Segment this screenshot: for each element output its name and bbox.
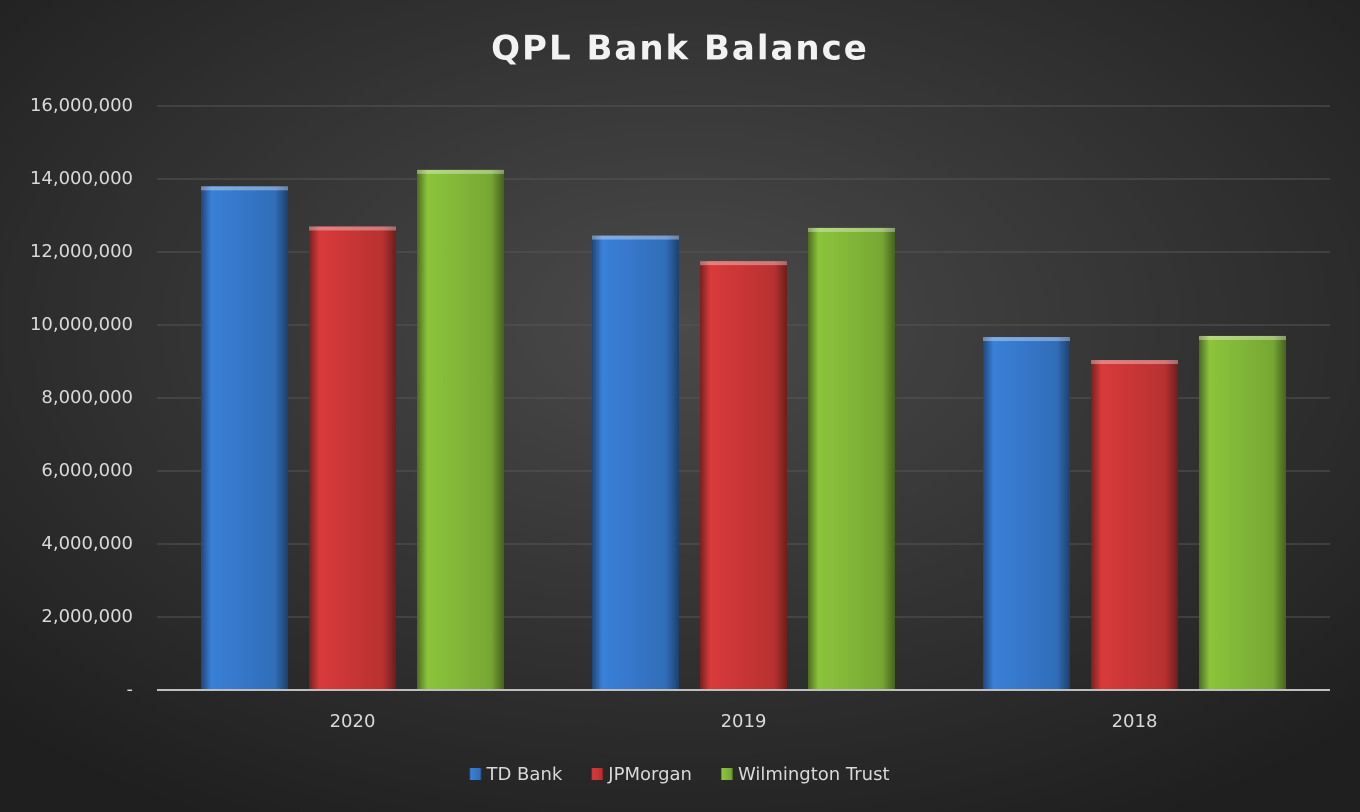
x-tick-label: 2020: [330, 711, 376, 732]
bar: [592, 235, 679, 690]
legend-marker: [591, 768, 604, 780]
bar: [309, 226, 396, 690]
bar-top: [700, 261, 787, 266]
bar: [201, 186, 288, 691]
y-tick-label: 16,000,000: [30, 95, 133, 116]
bar: [1091, 360, 1178, 690]
x-tick-label: 2018: [1112, 711, 1158, 732]
legend-marker: [469, 768, 482, 780]
bar: [808, 227, 895, 690]
bar-top: [1091, 360, 1178, 365]
legend-label: Wilmington Trust: [738, 764, 890, 785]
bar-top: [1199, 335, 1286, 340]
bar: [983, 337, 1070, 690]
legend: TD Bank JPMorgan Wilmington Trust: [469, 764, 890, 785]
bar-top: [309, 226, 396, 231]
bar-top: [201, 186, 288, 191]
bar-top: [417, 169, 504, 174]
y-tick-label: 10,000,000: [30, 314, 133, 335]
y-tick-label: 2,000,000: [41, 606, 133, 627]
y-tick-label: 14,000,000: [30, 168, 133, 189]
y-tick-label: -: [127, 679, 134, 700]
x-tick-label: 2019: [721, 711, 767, 732]
bar: [700, 261, 787, 690]
bar-top: [983, 337, 1070, 342]
bar: [1199, 335, 1286, 690]
bar-top: [808, 227, 895, 232]
legend-label: JPMorgan: [607, 764, 692, 785]
y-tick-label: 6,000,000: [41, 460, 133, 481]
y-tick-label: 12,000,000: [30, 241, 133, 262]
legend-marker: [720, 768, 733, 780]
chart-title: QPL Bank Balance: [491, 29, 869, 69]
y-tick-label: 8,000,000: [41, 387, 133, 408]
bar-top: [592, 235, 679, 240]
y-tick-label: 4,000,000: [41, 533, 133, 554]
legend-label: TD Bank: [485, 764, 562, 785]
bar: [417, 169, 504, 690]
